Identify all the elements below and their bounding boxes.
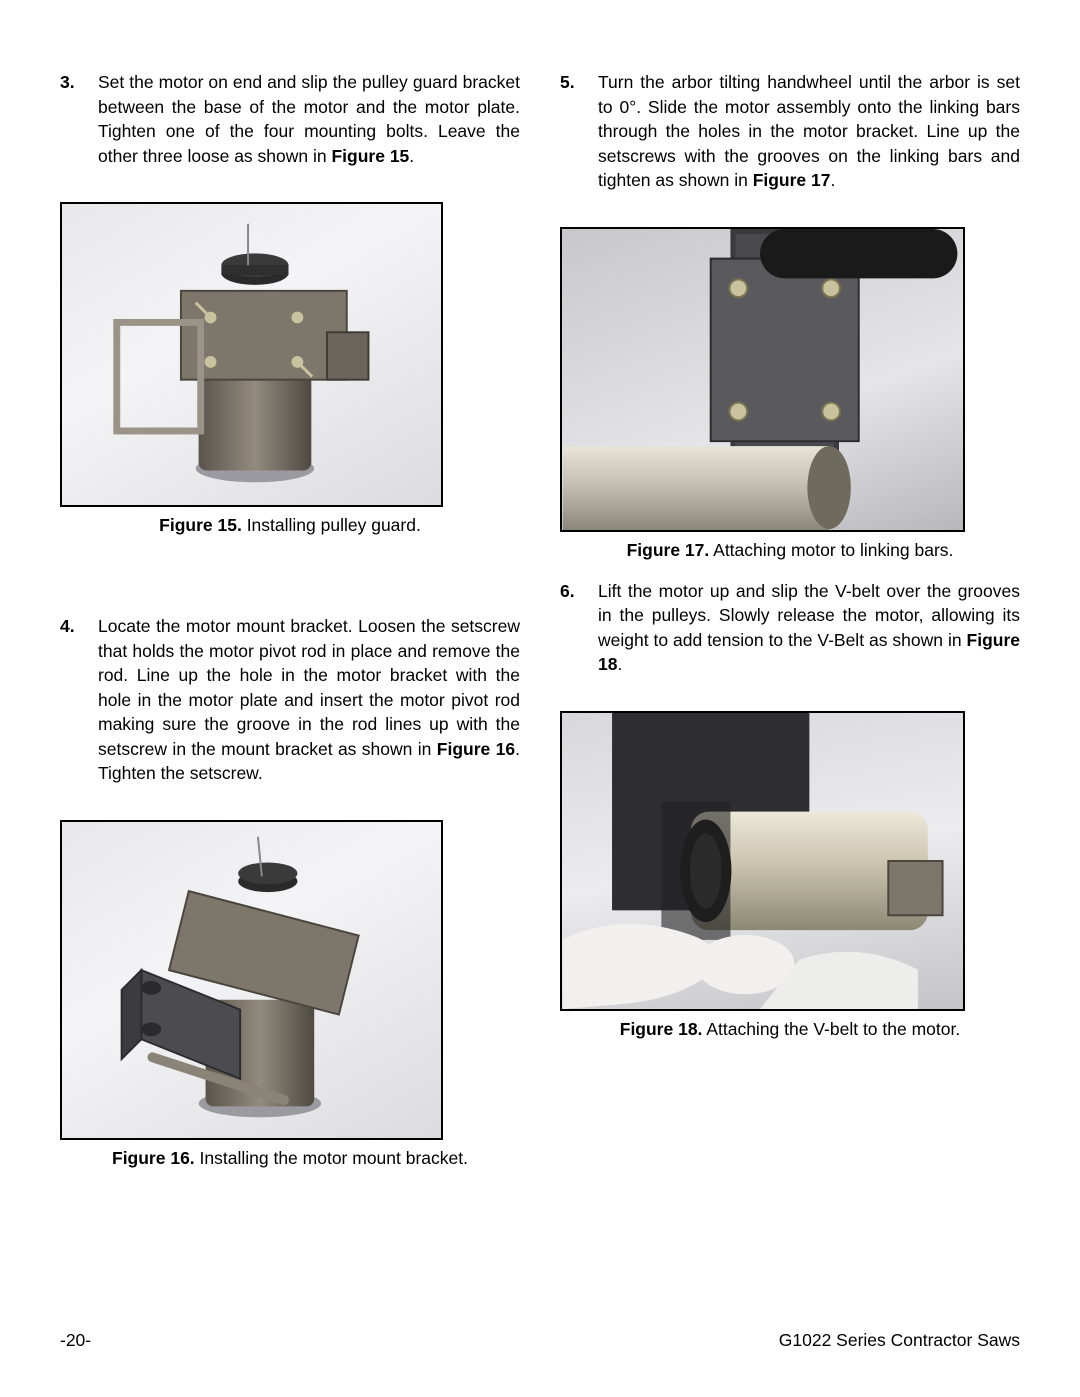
page-footer: -20- G1022 Series Contractor Saws (60, 1330, 1020, 1351)
figure-18-caption: Figure 18. Attaching the V-belt to the m… (560, 1019, 1020, 1040)
figure-15-caption: Figure 15. Installing pulley guard. (60, 515, 520, 536)
document-title: G1022 Series Contractor Saws (779, 1330, 1020, 1351)
page-number: -20- (60, 1330, 91, 1351)
figure-17-caption: Figure 17. Attaching motor to linking ba… (560, 540, 1020, 561)
figure-18: Figure 18. Attaching the V-belt to the m… (560, 711, 1020, 1070)
step-text: Turn the arbor tilting handwheel until t… (598, 70, 1020, 193)
figure-18-image (560, 711, 965, 1011)
step-5: 5. Turn the arbor tilting handwheel unti… (560, 70, 1020, 193)
figure-15-image (60, 202, 443, 507)
step-number: 4. (60, 614, 98, 786)
figure-17: Figure 17. Attaching motor to linking ba… (560, 227, 1020, 571)
right-column: 5. Turn the arbor tilting handwheel unti… (560, 70, 1020, 1300)
figure-16-image (60, 820, 443, 1140)
step-number: 6. (560, 579, 598, 677)
figure-16-caption: Figure 16. Installing the motor mount br… (60, 1148, 520, 1169)
step-6: 6. Lift the motor up and slip the V-belt… (560, 579, 1020, 677)
step-text: Set the motor on end and slip the pulley… (98, 70, 520, 168)
figure-17-image (560, 227, 965, 532)
figure-15: Figure 15. Installing pulley guard. (60, 202, 520, 566)
figure-16: Figure 16. Installing the motor mount br… (60, 820, 520, 1169)
step-text: Locate the motor mount bracket. Loosen t… (98, 614, 520, 786)
left-column: 3. Set the motor on end and slip the pul… (60, 70, 520, 1300)
step-number: 5. (560, 70, 598, 193)
step-number: 3. (60, 70, 98, 168)
two-column-layout: 3. Set the motor on end and slip the pul… (60, 70, 1020, 1300)
step-4: 4. Locate the motor mount bracket. Loose… (60, 614, 520, 786)
step-text: Lift the motor up and slip the V-belt ov… (598, 579, 1020, 677)
step-3: 3. Set the motor on end and slip the pul… (60, 70, 520, 168)
